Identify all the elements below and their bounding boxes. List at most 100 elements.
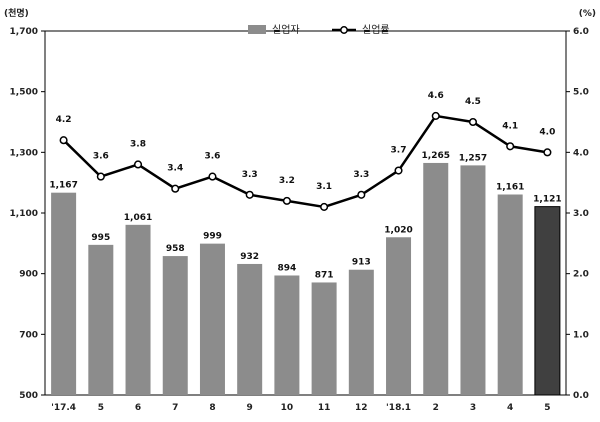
bar-value-label: 913	[352, 258, 371, 268]
bar-value-label: 1,167	[49, 181, 77, 191]
rate-value-label: 3.3	[242, 170, 258, 180]
bar	[311, 282, 337, 395]
rate-value-label: 3.6	[204, 152, 220, 162]
rate-value-label: 4.2	[56, 115, 72, 125]
right-axis-tick-label: 4.0	[573, 148, 589, 158]
left-axis-tick-label: 500	[19, 391, 38, 401]
bar-value-label: 1,265	[422, 151, 450, 161]
rate-point	[543, 148, 552, 157]
x-axis-tick-label: 11	[318, 403, 331, 413]
bar	[199, 243, 225, 395]
right-axis-tick-label: 1.0	[573, 330, 589, 340]
x-axis-tick-label: 6	[135, 403, 141, 413]
left-axis-tick-label: 1,100	[10, 209, 38, 219]
right-axis-unit: (%)	[579, 9, 596, 19]
bar-value-label: 932	[240, 252, 259, 262]
left-axis-unit: (천명)	[4, 7, 29, 19]
rate-point	[357, 190, 366, 199]
x-axis-tick-label: 5	[98, 403, 104, 413]
bar	[497, 194, 523, 395]
left-axis-tick-label: 1,700	[10, 27, 38, 37]
legend-bar-swatch	[248, 25, 266, 34]
x-axis-tick-label: 2	[433, 403, 439, 413]
rate-point	[245, 190, 254, 199]
x-axis-tick-label: 4	[507, 403, 513, 413]
rate-point	[468, 117, 478, 127]
rate-value-label: 3.6	[93, 152, 109, 162]
rate-value-label: 3.4	[167, 164, 183, 174]
rate-value-label: 3.1	[316, 182, 332, 192]
bar	[237, 263, 263, 395]
x-axis-tick-label: '17.4	[51, 403, 76, 413]
bar	[534, 206, 561, 396]
bar	[386, 237, 412, 395]
bar	[162, 256, 188, 395]
x-axis-tick-label: 5	[544, 403, 550, 413]
rate-point	[320, 202, 329, 211]
legend-line-label: 실업률	[362, 23, 390, 36]
bar	[125, 224, 151, 395]
left-axis-tick-label: 700	[19, 330, 38, 340]
right-axis-tick-label: 2.0	[573, 270, 589, 280]
bar-value-label: 1,121	[533, 195, 561, 205]
line-value-labels: 4.2 3.6 3.8 3.4 3.6 3.3 3.2 3.1 3.3 3.7 4.6 4.5 4.1 4…	[56, 91, 556, 192]
x-axis: '17.4 5 6 7 8 9 10 11 12 '18.1 2 3 4 5	[51, 403, 550, 413]
x-axis-tick-label: 3	[470, 403, 476, 413]
rate-value-label: 4.1	[502, 121, 518, 131]
x-axis-tick-label: 8	[209, 403, 215, 413]
bar-value-label: 1,061	[124, 213, 152, 223]
right-axis-tick-label: 3.0	[573, 209, 589, 219]
bar	[88, 244, 114, 395]
bar-series	[51, 162, 561, 396]
right-axis-tick-label: 6.0	[573, 27, 589, 37]
legend: 실업자 실업률	[248, 23, 390, 36]
x-axis-tick-label: '18.1	[386, 403, 411, 413]
x-axis-tick-label: 12	[355, 403, 368, 413]
line-series	[59, 111, 552, 211]
rate-point	[171, 184, 180, 193]
rate-value-label: 4.6	[428, 91, 444, 101]
x-axis-tick-label: 7	[172, 403, 178, 413]
x-axis-tick-label: 9	[247, 403, 253, 413]
legend-bar-label: 실업자	[272, 23, 300, 36]
rate-point	[431, 111, 440, 120]
rate-value-label: 4.0	[539, 127, 555, 137]
rate-value-label: 3.3	[353, 170, 369, 180]
rate-value-label: 3.8	[130, 139, 146, 149]
rate-line	[62, 114, 548, 209]
rate-point	[282, 196, 291, 205]
rate-point	[59, 136, 68, 145]
rate-point	[133, 160, 143, 169]
x-axis-tick-label: 10	[281, 403, 294, 413]
left-axis-tick-label: 1,300	[10, 148, 38, 158]
bar	[348, 269, 374, 395]
rate-value-label: 3.2	[279, 176, 295, 186]
rate-point	[208, 172, 217, 181]
left-axis: 500 700 900 1,100 1,300 1,500 1,700	[10, 27, 45, 401]
left-axis-tick-label: 1,500	[10, 88, 38, 98]
rate-point	[394, 166, 403, 175]
bar	[423, 162, 449, 395]
rate-value-label: 4.5	[465, 97, 481, 107]
bar-value-label: 999	[203, 232, 222, 242]
bar-value-label: 958	[166, 244, 185, 254]
bar	[460, 165, 486, 395]
bar-value-label: 1,257	[459, 153, 487, 163]
legend-line-marker	[340, 26, 348, 34]
bar-value-label: 995	[91, 233, 110, 243]
bar-value-label: 894	[277, 263, 296, 273]
left-axis-tick-label: 900	[19, 270, 38, 280]
bar-value-label: 1,020	[384, 225, 412, 235]
bar	[51, 192, 77, 395]
right-axis-tick-label: 0.0	[573, 391, 589, 401]
bar-value-labels: 1,167 995 1,061 958 999 932 894 871 913 1,020 1,26…	[49, 151, 561, 281]
bar	[274, 275, 300, 395]
rate-point	[96, 172, 105, 181]
rate-point	[506, 142, 515, 151]
bar-value-label: 871	[315, 270, 334, 280]
right-axis: 0.0 1.0 2.0 3.0 4.0 5.0 6.0	[566, 27, 589, 401]
bar-value-label: 1,161	[496, 182, 524, 192]
right-axis-tick-label: 5.0	[573, 88, 589, 98]
